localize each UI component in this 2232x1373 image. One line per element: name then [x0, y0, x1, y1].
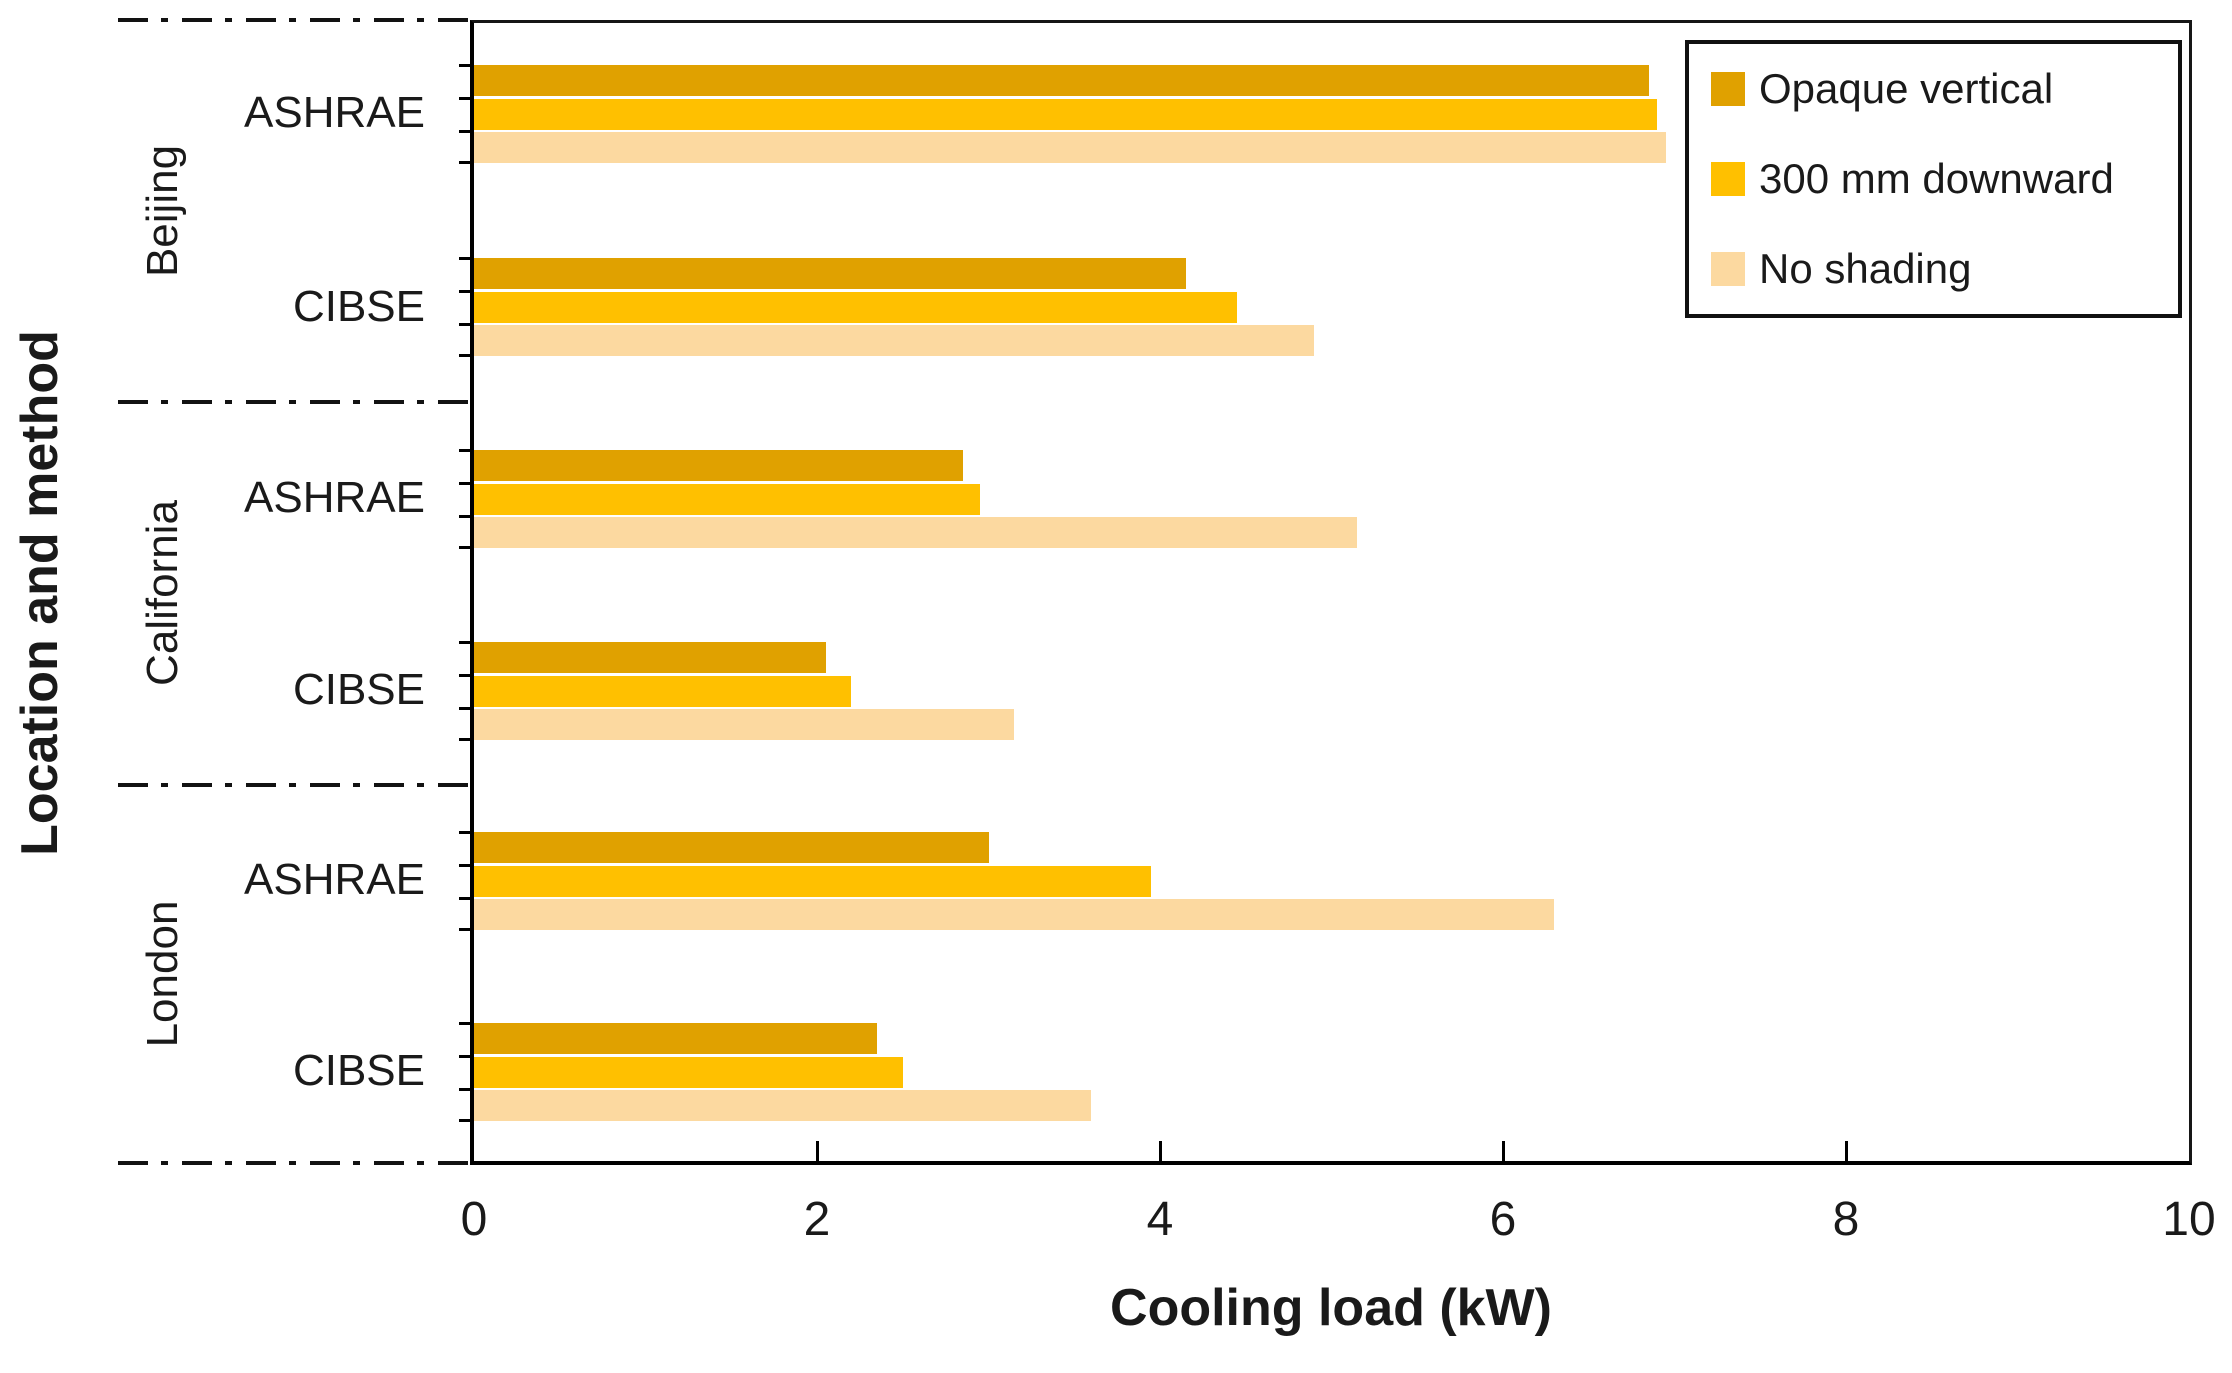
- bar-london-ashrae-series-2: [474, 865, 1152, 897]
- x-axis-tick: [1845, 1141, 1848, 1161]
- bar-california-cibse-series-3: [474, 708, 1015, 740]
- bar-california-ashrae-series-1: [474, 450, 963, 481]
- group-separator-line: [118, 783, 470, 787]
- y-axis-tick: [459, 256, 470, 260]
- x-tick-label: 2: [803, 1193, 831, 1246]
- bar-california-cibse-series-1: [474, 642, 826, 673]
- y-axis-tick: [459, 515, 470, 518]
- y-axis-tick: [459, 1021, 470, 1025]
- bar-beijing-ashrae-series-3: [474, 131, 1666, 163]
- y-axis-tick: [459, 707, 470, 710]
- y-axis-tick: [459, 738, 470, 741]
- legend-entry: No shading: [1689, 224, 2178, 314]
- bar-california-ashrae-series-3: [474, 516, 1358, 548]
- method-label-cibse: CIBSE: [292, 665, 425, 714]
- legend-swatch-icon: [1711, 72, 1745, 106]
- location-label-california: California: [138, 500, 187, 686]
- bar-california-cibse-series-2: [474, 675, 852, 707]
- legend-label: Opaque vertical: [1759, 65, 2054, 112]
- method-label-ashrae: ASHRAE: [244, 88, 425, 137]
- group-separator-line: [118, 1161, 470, 1165]
- group-separator-line: [118, 400, 470, 404]
- y-axis-tick: [459, 1088, 470, 1091]
- location-label-beijing: Beijing: [138, 144, 187, 278]
- method-label-ashrae: ASHRAE: [244, 473, 425, 522]
- y-axis-tick: [459, 354, 470, 357]
- x-axis-title: Cooling load (kW): [1110, 1279, 1552, 1337]
- bar-california-ashrae-series-2: [474, 483, 980, 515]
- y-axis-tick: [459, 63, 470, 67]
- y-axis-tick: [459, 323, 470, 326]
- group-separator-line: [118, 18, 470, 22]
- method-label-cibse: CIBSE: [292, 1046, 425, 1095]
- bar-beijing-cibse-series-2: [474, 291, 1238, 323]
- x-axis-tick: [1159, 1141, 1162, 1161]
- y-axis-tick: [459, 546, 470, 549]
- legend-entry: Opaque vertical: [1689, 44, 2178, 134]
- y-axis-tick: [459, 482, 470, 485]
- y-axis-tick: [459, 928, 470, 931]
- legend-swatch-icon: [1711, 162, 1745, 196]
- bar-london-cibse-series-1: [474, 1023, 878, 1054]
- x-axis-tick: [1502, 1141, 1505, 1161]
- x-tick-label: 4: [1146, 1193, 1174, 1246]
- location-label-london: London: [138, 900, 187, 1048]
- y-axis-tick: [459, 640, 470, 644]
- legend-entry: 300 mm downward: [1689, 134, 2178, 224]
- x-tick-label: 0: [460, 1193, 488, 1246]
- x-tick-label: 10: [2162, 1193, 2216, 1246]
- y-axis-tick: [459, 290, 470, 293]
- legend-label: No shading: [1759, 245, 1972, 292]
- bar-beijing-cibse-series-1: [474, 258, 1186, 289]
- method-label-ashrae: ASHRAE: [244, 855, 425, 904]
- bar-london-ashrae-series-1: [474, 832, 989, 863]
- x-tick-label: 6: [1489, 1193, 1517, 1246]
- bar-london-cibse-series-2: [474, 1056, 903, 1088]
- y-axis-tick: [459, 130, 470, 133]
- legend-swatch-icon: [1711, 252, 1745, 286]
- bar-london-ashrae-series-3: [474, 898, 1555, 930]
- y-axis-tick: [459, 674, 470, 677]
- y-axis-tick: [459, 897, 470, 900]
- y-axis-tick: [459, 161, 470, 164]
- y-axis-tick: [459, 448, 470, 452]
- bar-beijing-ashrae-series-1: [474, 65, 1649, 96]
- bar-beijing-ashrae-series-2: [474, 98, 1658, 130]
- x-axis-tick: [816, 1141, 819, 1161]
- bar-london-cibse-series-3: [474, 1089, 1092, 1121]
- legend: Opaque vertical 300 mm downward No shading: [1685, 40, 2182, 318]
- y-axis-tick: [459, 864, 470, 867]
- bar-beijing-cibse-series-3: [474, 324, 1315, 356]
- y-axis-tick: [459, 1055, 470, 1058]
- method-label-cibse: CIBSE: [292, 282, 425, 331]
- y-axis-tick: [459, 97, 470, 100]
- y-axis-tick: [459, 830, 470, 834]
- y-axis-tick: [459, 1119, 470, 1122]
- x-tick-label: 8: [1832, 1193, 1860, 1246]
- legend-label: 300 mm downward: [1759, 155, 2114, 202]
- y-axis-title: Location and method: [11, 330, 69, 856]
